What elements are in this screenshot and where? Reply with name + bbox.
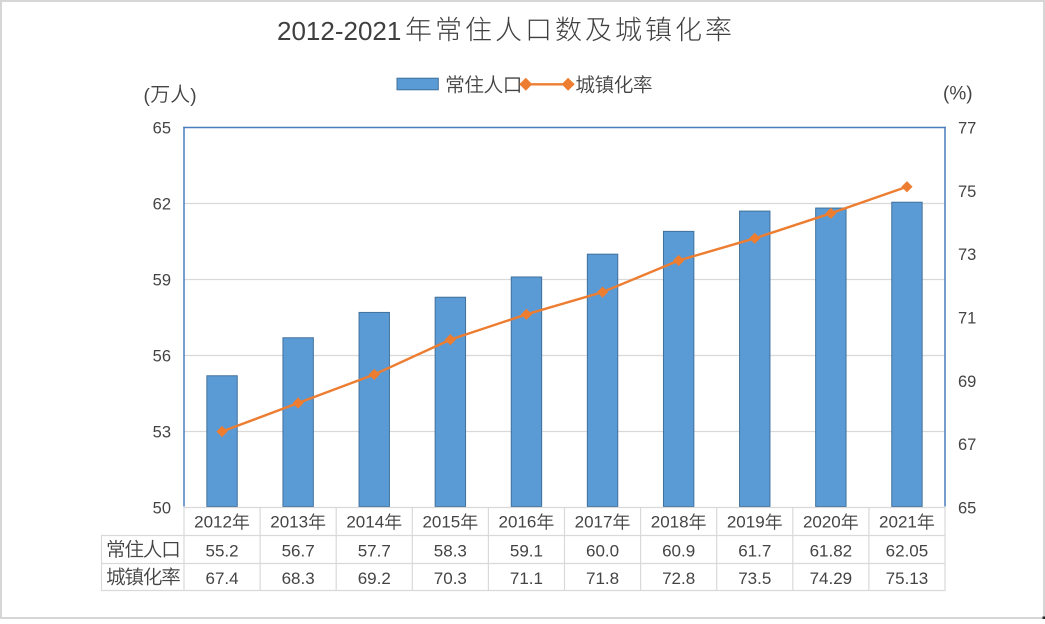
svg-text:69.2: 69.2 <box>358 569 391 588</box>
svg-text:2020: 2020 <box>803 513 841 532</box>
svg-text:77: 77 <box>958 120 976 138</box>
svg-text:71: 71 <box>958 310 976 328</box>
svg-text:62.05: 62.05 <box>886 541 929 560</box>
svg-text:74.29: 74.29 <box>810 569 853 588</box>
svg-text:2019: 2019 <box>727 513 765 532</box>
svg-text:67.4: 67.4 <box>206 569 239 588</box>
svg-text:69: 69 <box>958 373 976 391</box>
svg-text:67: 67 <box>958 436 976 454</box>
svg-text:61.7: 61.7 <box>738 541 771 560</box>
svg-text:59.1: 59.1 <box>510 541 543 560</box>
svg-text:2017: 2017 <box>575 513 613 532</box>
svg-text:57.7: 57.7 <box>358 541 391 560</box>
svg-text:2012-2021: 2012-2021 <box>277 16 401 46</box>
svg-text:56.7: 56.7 <box>282 541 315 560</box>
svg-text:56: 56 <box>153 348 171 366</box>
svg-text:60.9: 60.9 <box>662 541 695 560</box>
svg-text:2016: 2016 <box>499 513 537 532</box>
svg-text:53: 53 <box>153 424 171 442</box>
svg-text:(%): (%) <box>943 83 973 104</box>
svg-text:60.0: 60.0 <box>586 541 619 560</box>
svg-text:2015: 2015 <box>422 513 460 532</box>
svg-text:2018: 2018 <box>651 513 689 532</box>
svg-text:2014: 2014 <box>346 513 384 532</box>
svg-text:58.3: 58.3 <box>434 541 467 560</box>
svg-text:65: 65 <box>958 500 976 518</box>
svg-text:61.82: 61.82 <box>810 541 853 560</box>
svg-text:59: 59 <box>153 272 171 290</box>
svg-text:62: 62 <box>153 196 171 214</box>
svg-text:71.1: 71.1 <box>510 569 543 588</box>
svg-text:73.5: 73.5 <box>738 569 771 588</box>
svg-text:71.8: 71.8 <box>586 569 619 588</box>
svg-text:68.3: 68.3 <box>282 569 315 588</box>
svg-text:2021: 2021 <box>879 513 917 532</box>
svg-text:72.8: 72.8 <box>662 569 695 588</box>
svg-text:2013: 2013 <box>270 513 308 532</box>
svg-text:73: 73 <box>958 246 976 264</box>
svg-text:(: ( <box>144 86 151 107</box>
svg-text:70.3: 70.3 <box>434 569 467 588</box>
svg-text:75: 75 <box>958 183 976 201</box>
svg-text:55.2: 55.2 <box>206 541 239 560</box>
svg-text:75.13: 75.13 <box>886 569 929 588</box>
svg-text:2012: 2012 <box>194 513 232 532</box>
svg-text:): ) <box>190 86 196 107</box>
svg-text:50: 50 <box>153 500 171 518</box>
svg-text:65: 65 <box>153 120 171 138</box>
